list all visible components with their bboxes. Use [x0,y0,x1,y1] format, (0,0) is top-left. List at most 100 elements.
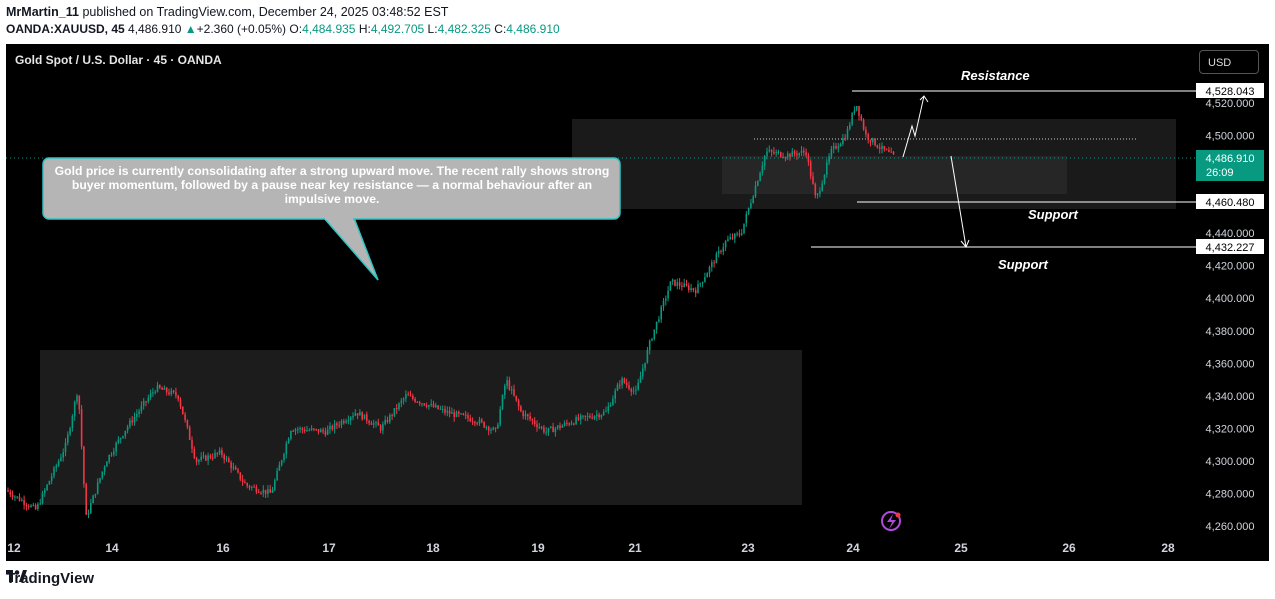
bullish-projection-arrow[interactable] [902,95,925,158]
candle-body [260,492,262,494]
candle-body [25,504,28,506]
candle-body [115,442,117,452]
candle-body [207,455,209,461]
footer-brand[interactable]: TradingView [6,570,94,587]
candle-body [48,480,51,485]
candle-body [278,464,281,471]
candle-body [138,411,140,415]
candle-body [27,505,30,508]
candle-body [865,129,867,135]
candle-body [172,390,175,393]
candle-body [368,420,370,424]
candle-body [607,406,610,412]
candle-body [844,138,846,140]
candle-body [849,124,851,129]
candle-body [352,415,354,418]
brand-name: TradingView [6,570,95,587]
author-name[interactable]: MrMartin_11 [6,5,79,19]
candle-body [625,382,628,386]
candle-body [412,395,414,399]
candle-body [692,288,695,291]
candle-body [184,414,186,420]
candle-body [621,378,623,385]
candle-body [228,458,230,463]
candle-body [653,329,656,339]
time-axis[interactable]: 12 14 16 17 18 19 21 23 24 25 26 28 [7,541,1175,555]
candle-body [400,400,403,404]
candle-body [464,414,467,416]
candle-body [133,416,136,423]
candle-body [524,414,527,417]
candle-body [30,505,32,508]
price-chart[interactable]: Resistance Support Support Gold price is… [6,44,1269,561]
candle-body [635,389,637,391]
candle-body [202,455,205,457]
candle-body [126,426,129,431]
candle-body [101,471,104,479]
lightning-icon[interactable] [881,511,901,531]
candle-body [487,426,490,431]
candle-body [188,427,191,440]
candle-body [821,183,823,192]
candle-body [685,283,688,286]
candle-body [867,134,869,140]
candle-body [816,193,819,196]
candle-body [658,319,660,322]
candle-body [720,250,722,252]
candle-body [437,405,439,410]
candle-body [393,408,396,416]
candle-body [94,493,97,496]
candle-body [872,138,874,143]
currency-button[interactable]: USD [1199,50,1259,74]
candle-body [310,428,313,431]
bearish-projection-arrow[interactable] [950,155,967,248]
candle-body [211,457,214,459]
candle-body [478,419,481,424]
candle-body [501,395,504,410]
candle-body [690,288,692,291]
candle-body [602,411,605,415]
candle-body [853,110,856,113]
candle-body [745,213,748,224]
candle-body [701,281,704,284]
candle-body [630,388,633,392]
candle-body [869,139,872,143]
chart-pane[interactable]: Resistance Support Support Gold price is… [6,44,1269,561]
candle-body [175,392,177,396]
candle-body [474,421,476,424]
candle-body [579,415,582,420]
y-tick-label: 4,380.000 [1206,326,1255,338]
candle-body [409,395,412,397]
candle-body [823,174,826,184]
candle-body [16,496,18,498]
candle-body [722,247,725,252]
current-price-tag [1196,150,1264,181]
y-tick-label: 4,520.000 [1206,98,1255,110]
callout-text-frame: Gold price is currently consolidating af… [55,164,610,206]
candle-body [455,411,458,417]
publish-line: MrMartin_11 published on TradingView.com… [6,4,448,21]
candle-body [451,412,453,414]
candle-body [92,495,94,504]
candle-body [786,153,789,158]
candle-body [803,150,805,153]
candle-body [253,486,255,488]
candle-body [113,451,115,455]
candle-body [372,423,375,425]
candle-body [329,426,331,430]
candle-body [7,490,9,492]
x-tick-label: 19 [531,541,545,555]
candle-body [366,414,368,421]
candle-body [545,431,547,433]
candle-body [343,420,345,423]
candle-body [414,398,416,402]
candle-body [566,422,568,424]
candle-body [678,282,681,286]
candle-body [819,191,821,194]
ohlc-line: OANDA:XAUUSD, 45 4,486.910 ▲+2.360 (+0.0… [6,21,560,38]
candle-body [230,462,232,469]
candle-body [713,262,715,264]
candle-body [538,427,541,429]
inner-consolidation-zone [722,156,1067,194]
candle-body [198,460,200,462]
